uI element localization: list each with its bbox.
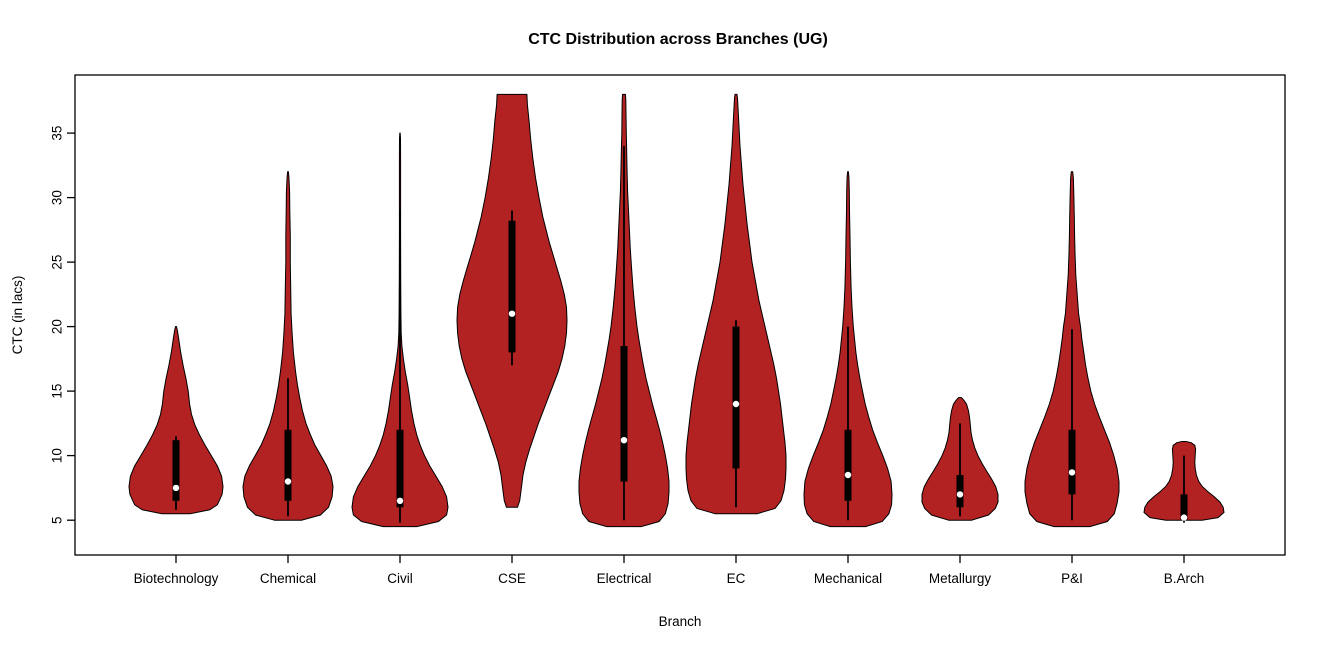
y-tick-label: 5	[50, 516, 65, 524]
median-dot-B.Arch	[1180, 514, 1188, 521]
y-tick-label: 20	[50, 319, 65, 334]
plot-area: 5 10 15 20 25 30 35 Biotechnology Chemical Civil C…	[50, 74, 1286, 586]
median-dot-P&I	[1068, 469, 1076, 476]
violin-Biotechnology	[128, 326, 224, 515]
x-tick-label: Mechanical	[814, 571, 882, 586]
iqr-box-P&I	[1068, 429, 1076, 495]
median-dot-CSE	[508, 310, 516, 317]
violin-EC	[685, 93, 787, 515]
x-tick-label: EC	[727, 571, 746, 586]
iqr-box-CSE	[508, 220, 516, 353]
x-tick-label: Civil	[387, 571, 413, 586]
x-tick-label: Chemical	[260, 571, 316, 586]
x-tick-label: B.Arch	[1164, 571, 1205, 586]
median-dot-EC	[732, 400, 740, 408]
plot-border	[74, 74, 1286, 556]
violin-Chemical	[242, 171, 334, 521]
y-axis-label: CTC (in lacs)	[10, 276, 25, 355]
median-dot-Biotechnology	[172, 484, 180, 492]
iqr-box-Civil	[396, 429, 404, 508]
median-dot-Chemical	[284, 478, 292, 485]
y-tick-label: 25	[50, 255, 65, 270]
iqr-box-Metallurgy	[956, 475, 964, 508]
iqr-box-EC	[732, 326, 740, 469]
median-dot-Metallurgy	[956, 491, 964, 498]
x-axis-label: Branch	[659, 614, 702, 629]
y-tick-label: 15	[50, 384, 65, 399]
y-tick-label: 30	[50, 190, 65, 205]
iqr-box-Electrical	[620, 346, 628, 482]
x-tick-label: P&I	[1061, 571, 1083, 586]
y-tick-label: 35	[50, 126, 65, 141]
x-tick-label: Biotechnology	[134, 571, 219, 586]
chart-title: CTC Distribution across Branches (UG)	[528, 31, 828, 48]
median-dot-Electrical	[620, 437, 628, 444]
median-dot-Mechanical	[844, 471, 852, 479]
iqr-box-Mechanical	[844, 429, 852, 501]
x-tick-label: CSE	[498, 571, 526, 586]
x-tick-label: Electrical	[597, 571, 652, 586]
iqr-box-B.Arch	[1180, 494, 1188, 521]
y-tick-label: 10	[50, 448, 65, 463]
iqr-box-Chemical	[284, 429, 292, 501]
median-dot-Civil	[396, 497, 404, 504]
x-tick-label: Metallurgy	[929, 571, 992, 586]
iqr-box-Biotechnology	[172, 440, 180, 501]
